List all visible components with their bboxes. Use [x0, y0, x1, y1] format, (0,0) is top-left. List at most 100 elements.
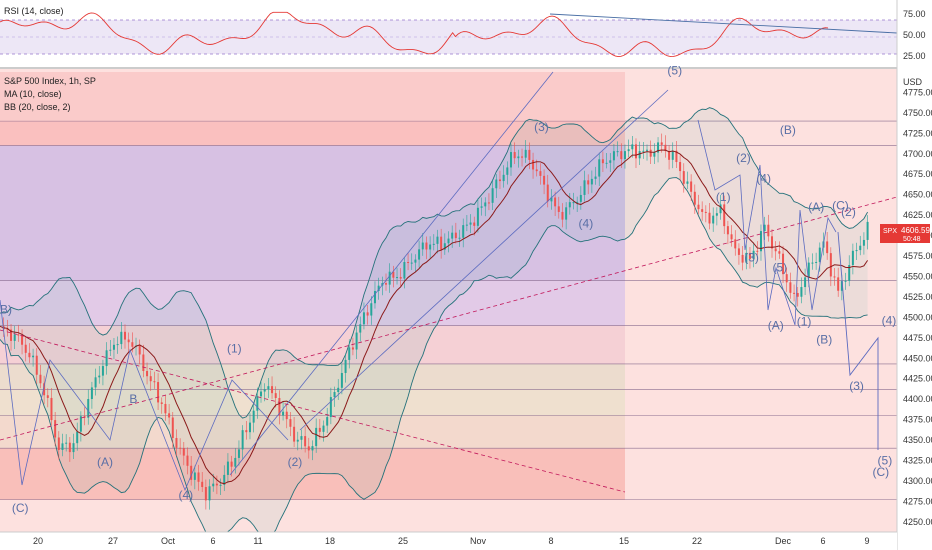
candle-body: [28, 352, 31, 358]
price-tick-label: 4250.00: [903, 517, 932, 527]
projection-path: [837, 231, 879, 450]
price-tick-label: 4650.00: [903, 190, 932, 200]
candle-body: [410, 262, 413, 264]
candle-body: [377, 285, 380, 292]
candle-body: [528, 149, 531, 160]
candle-body: [745, 252, 748, 263]
candle-body: [741, 254, 744, 263]
candle-body: [421, 242, 424, 250]
candle-body: [594, 176, 597, 179]
candle-body: [451, 232, 454, 239]
candle-body: [282, 411, 285, 416]
candle-body: [605, 162, 608, 164]
price-tag-background: [880, 224, 930, 243]
candle-body: [289, 419, 292, 427]
candle-body: [223, 474, 226, 485]
candle-body: [815, 261, 818, 263]
candle-body: [535, 169, 538, 172]
candle-body: [260, 391, 263, 397]
candle-body: [587, 180, 590, 185]
candle-body: [392, 271, 395, 278]
candle-body: [804, 277, 807, 288]
candle-body: [517, 156, 520, 159]
candle-body: [646, 149, 649, 151]
candle-body: [348, 347, 351, 360]
candle-body: [686, 181, 689, 184]
price-tick-label: 4350.00: [903, 435, 932, 445]
candle-body: [818, 247, 821, 262]
candle-body: [68, 442, 71, 453]
candle-body: [848, 265, 851, 281]
rsi-line: [0, 11, 829, 58]
price-tick-label: 4575.00: [903, 251, 932, 261]
candle-body: [388, 271, 391, 285]
candle-body: [436, 236, 439, 244]
candle-body: [432, 243, 435, 245]
candle-body: [561, 211, 564, 220]
candle-body: [807, 262, 810, 278]
wave-label: (A): [97, 455, 113, 469]
price-tick-label: 4625.00: [903, 210, 932, 220]
rsi-trendline: [549, 13, 898, 34]
candle-body: [160, 402, 163, 404]
candle-body: [712, 215, 715, 224]
wave-label: (C): [873, 465, 890, 479]
candle-body: [550, 197, 553, 202]
wave-label: (4): [179, 488, 194, 502]
candle-body: [462, 225, 465, 238]
candle-body: [734, 239, 737, 249]
candle-body: [79, 416, 82, 432]
candle-body: [146, 371, 149, 377]
ma-line: [0, 149, 869, 485]
candle-body: [543, 175, 546, 185]
candle-body: [616, 151, 619, 153]
candle-body: [690, 181, 693, 192]
candle-body: [340, 372, 343, 388]
candle-body: [539, 171, 542, 176]
candle-body: [498, 179, 501, 182]
candle-body: [245, 430, 248, 433]
candle-body: [495, 179, 498, 189]
time-axis-background: [0, 532, 897, 550]
wave-label: (5): [772, 261, 787, 275]
candle-body: [454, 232, 457, 239]
time-axis-ticks: 20 27 Oct 6 11 18 25 Nov 8 15 22 Dec 6 9: [33, 536, 870, 546]
candle-body: [726, 226, 729, 235]
time-tick-label: 15: [619, 536, 629, 546]
candle-body: [649, 149, 652, 157]
bollinger-lower-band: [0, 177, 868, 539]
candle-body: [657, 142, 660, 153]
wave-label: (2): [736, 151, 751, 165]
candle-body: [24, 344, 27, 353]
candle-body: [693, 191, 696, 205]
candle-body: [201, 481, 204, 488]
candle-body: [98, 375, 101, 378]
candle-body: [840, 281, 843, 291]
candle-body: [796, 292, 799, 297]
candle-body: [664, 144, 667, 152]
time-tick-label: 6: [820, 536, 825, 546]
candle-body: [473, 222, 476, 226]
candle-body: [778, 251, 781, 254]
candle-body: [855, 250, 858, 252]
candle-body: [583, 180, 586, 195]
candle-body: [612, 151, 615, 161]
candle-body: [418, 249, 421, 260]
candle-body: [315, 427, 318, 447]
candle-body: [763, 224, 766, 232]
candle-body: [620, 151, 623, 160]
price-tag-symbol: SPX: [883, 228, 897, 235]
dashed-trendline-down: [0, 329, 626, 493]
candle-body: [208, 486, 211, 501]
candle-body: [263, 389, 266, 392]
wave-path-dec: [697, 119, 837, 326]
candle-body: [344, 359, 347, 373]
candle-body: [131, 342, 134, 347]
candle-body: [271, 386, 274, 394]
candle-body: [385, 283, 388, 285]
price-tick-label: 4275.00: [903, 496, 932, 506]
price-tag-time: 50:48: [903, 236, 921, 243]
candle-body: [13, 334, 16, 341]
candle-body: [116, 344, 119, 346]
